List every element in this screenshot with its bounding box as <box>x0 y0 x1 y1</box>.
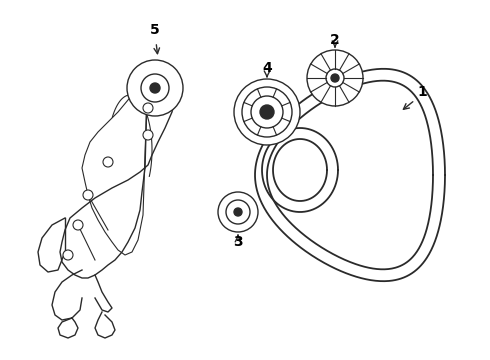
Circle shape <box>234 79 300 145</box>
Text: 3: 3 <box>233 235 243 249</box>
Circle shape <box>103 157 113 167</box>
Text: 1: 1 <box>417 85 427 99</box>
Circle shape <box>141 74 169 102</box>
Circle shape <box>331 74 339 82</box>
Circle shape <box>226 200 250 224</box>
Circle shape <box>307 50 363 106</box>
Text: 5: 5 <box>150 23 160 37</box>
Circle shape <box>242 87 292 137</box>
Circle shape <box>83 190 93 200</box>
Text: 2: 2 <box>330 33 340 47</box>
Circle shape <box>218 192 258 232</box>
Circle shape <box>326 69 344 87</box>
Circle shape <box>127 60 183 116</box>
Circle shape <box>73 220 83 230</box>
Circle shape <box>143 130 153 140</box>
Circle shape <box>260 105 274 119</box>
Circle shape <box>234 208 242 216</box>
Circle shape <box>63 250 73 260</box>
Text: 4: 4 <box>262 61 272 75</box>
Circle shape <box>143 103 153 113</box>
Circle shape <box>150 83 160 93</box>
Circle shape <box>251 96 283 128</box>
